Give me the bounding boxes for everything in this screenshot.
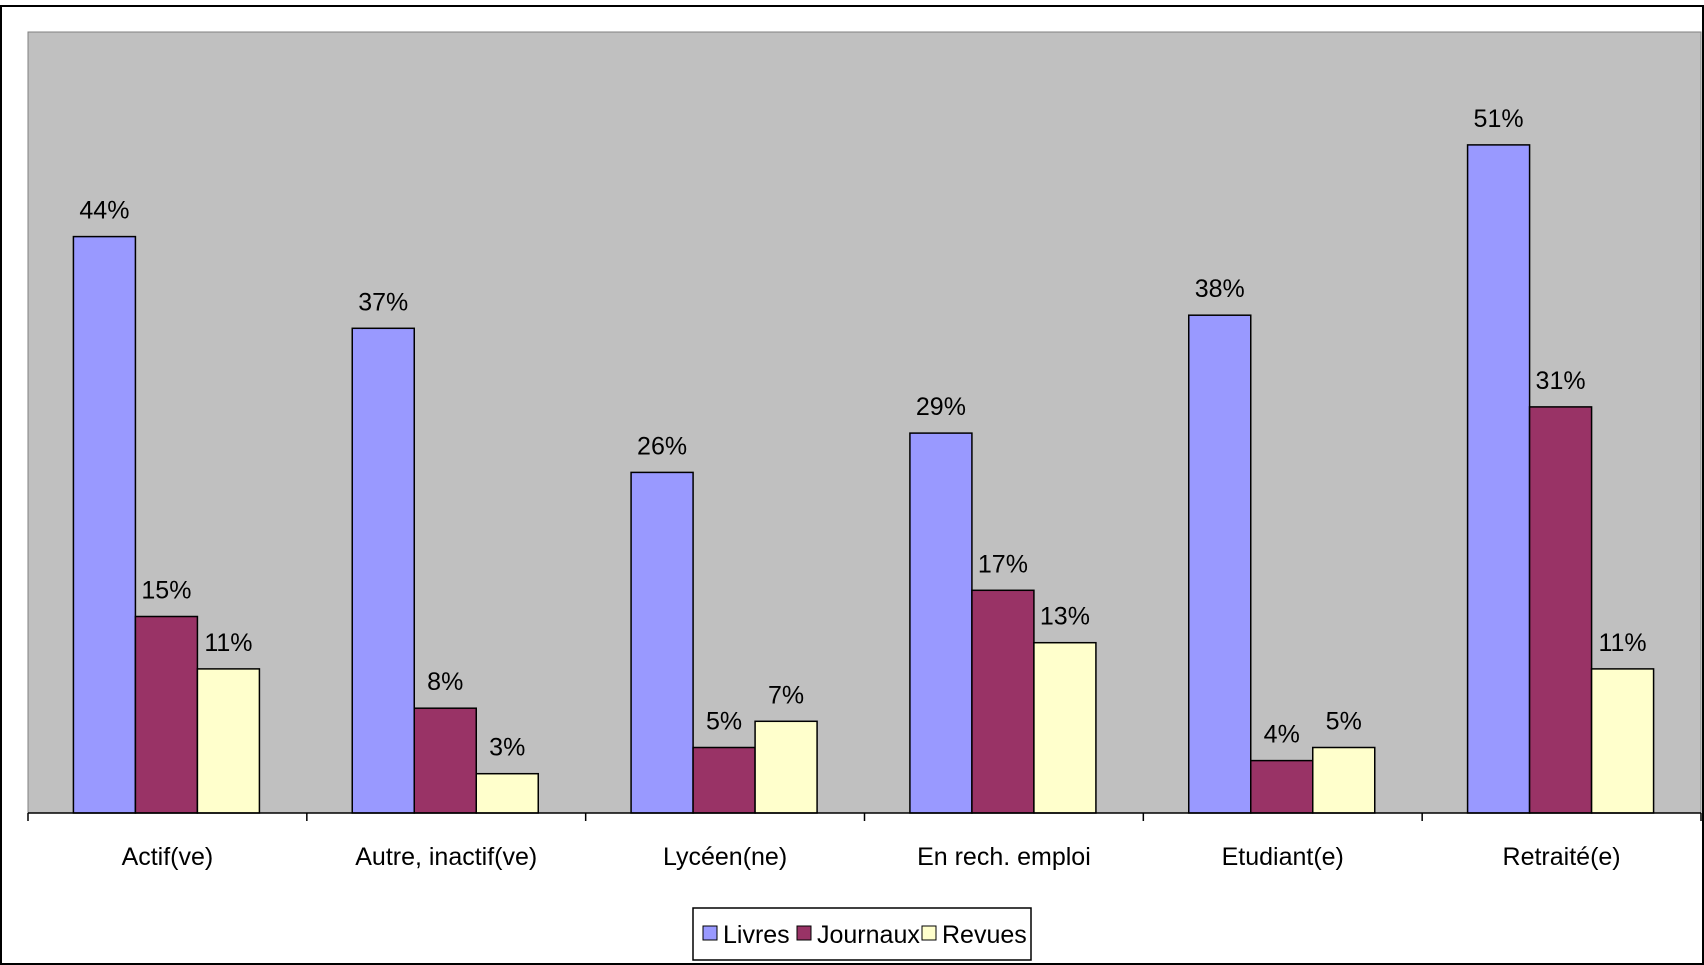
category-label-3: En rech. emploi (917, 843, 1091, 871)
legend: Livres Journaux Revues (692, 907, 1032, 961)
data-label-journaux-1: 8% (427, 668, 463, 696)
legend-label-journaux: Journaux (817, 921, 920, 949)
data-label-journaux-4: 4% (1264, 721, 1300, 749)
data-labels-layer: 44% 15% 11% 37% 8% 3% 26% 5% 7% 29% 17% 13% 38% 4% 5% 5… (79, 105, 1646, 762)
legend-box (692, 907, 1032, 961)
data-label-livres-2: 26% (637, 432, 687, 460)
data-label-revues-4: 5% (1326, 708, 1362, 736)
bar-journaux-2 (692, 746, 756, 814)
data-label-livres-5: 51% (1474, 105, 1524, 133)
bars-layer (72, 144, 1655, 814)
bar-journaux-5 (1528, 406, 1593, 814)
category-label-5: Retraité(e) (1503, 843, 1621, 871)
data-label-revues-2: 7% (768, 681, 804, 709)
category-label-1: Autre, inactif(ve) (355, 843, 537, 871)
legend-swatch-journaux (796, 925, 812, 941)
legend-swatch-livres (702, 925, 718, 941)
data-label-journaux-0: 15% (141, 577, 191, 605)
bar-revues-2 (754, 720, 818, 814)
data-label-revues-5: 11% (1598, 629, 1646, 657)
bar-journaux-4 (1250, 759, 1314, 814)
data-label-livres-1: 37% (358, 288, 408, 316)
legend-label-livres: Livres (723, 921, 790, 949)
bar-livres-3 (909, 432, 973, 814)
data-label-journaux-2: 5% (706, 708, 742, 736)
data-label-livres-3: 29% (916, 393, 966, 421)
bar-journaux-3 (971, 589, 1035, 814)
bar-revues-1 (475, 772, 539, 814)
category-labels: Actif(ve) Autre, inactif(ve) Lycéen(ne) En … (122, 843, 1621, 871)
data-label-livres-4: 38% (1195, 275, 1245, 303)
x-axis-ticks (27, 813, 1702, 821)
bar-journaux-1 (413, 707, 477, 814)
data-label-revues-1: 3% (489, 734, 525, 762)
bar-livres-2 (630, 471, 694, 814)
bar-revues-4 (1312, 746, 1376, 814)
bar-livres-0 (72, 235, 137, 814)
data-label-revues-0: 11% (204, 629, 252, 657)
data-label-journaux-5: 31% (1536, 367, 1586, 395)
data-label-journaux-3: 17% (978, 550, 1028, 578)
bar-revues-0 (196, 668, 261, 814)
bar-livres-5 (1466, 144, 1531, 814)
category-label-4: Etudiant(e) (1222, 843, 1344, 871)
data-label-livres-0: 44% (79, 197, 129, 225)
data-label-revues-3: 13% (1040, 603, 1090, 631)
plot-area (27, 31, 1702, 814)
bar-journaux-0 (134, 615, 199, 814)
legend-label-revues: Revues (942, 921, 1027, 949)
bar-livres-4 (1188, 314, 1252, 814)
bar-revues-5 (1590, 668, 1655, 814)
category-label-0: Actif(ve) (122, 843, 214, 871)
bar-revues-3 (1033, 641, 1097, 814)
legend-swatch-revues (921, 925, 937, 941)
category-label-2: Lycéen(ne) (663, 843, 787, 871)
bar-livres-1 (351, 327, 415, 814)
